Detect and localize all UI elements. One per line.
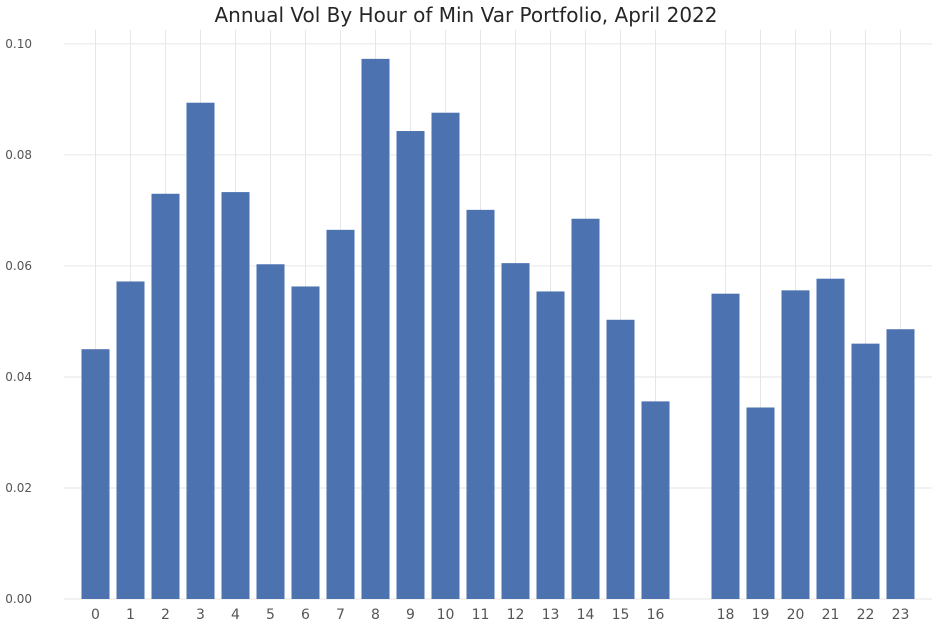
x-tick-label: 21: [822, 607, 840, 623]
y-tick-label: 0.06: [5, 259, 32, 273]
x-tick-label: 20: [787, 607, 805, 623]
bar-hour-20: [781, 290, 810, 599]
bar-hour-0: [81, 349, 110, 599]
x-tick-label: 0: [91, 607, 100, 623]
bar-hour-7: [326, 229, 355, 599]
x-tick-label: 1: [126, 607, 135, 623]
y-tick-label: 0.10: [5, 37, 32, 51]
bar-hour-12: [501, 263, 530, 599]
bar-hour-2: [151, 193, 180, 599]
bar-hour-8: [361, 58, 390, 600]
x-tick-label: 8: [371, 607, 380, 623]
x-tick-label: 22: [857, 607, 875, 623]
x-tick-label: 3: [196, 607, 205, 623]
x-tick-label: 5: [266, 607, 275, 623]
x-tick-label: 16: [647, 607, 665, 623]
bar-hour-11: [466, 209, 495, 600]
x-tick-label: 13: [542, 607, 560, 623]
x-tick-label: 11: [472, 607, 490, 623]
bar-hour-18: [711, 293, 740, 599]
bar-hour-23: [886, 329, 915, 599]
chart-title: Annual Vol By Hour of Min Var Portfolio,…: [214, 3, 717, 27]
bar-hour-5: [256, 264, 285, 599]
x-tick-label: 15: [612, 607, 630, 623]
bar-hour-21: [816, 278, 845, 599]
x-tick-label: 18: [717, 607, 735, 623]
y-tick-label: 0.00: [5, 592, 32, 606]
x-tick-label: 7: [336, 607, 345, 623]
bar-hour-9: [396, 131, 425, 599]
y-tick-label: 0.02: [5, 481, 32, 495]
x-tick-label: 10: [437, 607, 455, 623]
bars-layer: [81, 58, 915, 600]
bar-hour-1: [116, 281, 145, 599]
bar-hour-19: [746, 407, 775, 599]
bar-hour-16: [641, 401, 670, 599]
bar-hour-22: [851, 343, 880, 599]
bar-hour-13: [536, 291, 565, 599]
y-axis: 0.00 0.02 0.04 0.06 0.08 0.10: [5, 37, 32, 606]
bar-hour-15: [606, 319, 635, 599]
y-tick-label: 0.04: [5, 370, 32, 384]
y-tick-label: 0.08: [5, 148, 32, 162]
x-tick-label: 2: [161, 607, 170, 623]
bar-hour-10: [431, 112, 460, 600]
bar-hour-6: [291, 286, 320, 599]
x-tick-label: 19: [752, 607, 770, 623]
bar-hour-4: [221, 192, 250, 599]
x-tick-label: 9: [406, 607, 415, 623]
x-tick-label: 14: [577, 607, 595, 623]
bar-hour-14: [571, 218, 600, 600]
x-tick-label: 6: [301, 607, 310, 623]
x-tick-label: 23: [892, 607, 910, 623]
x-axis: 0 1 2 3 4 5 6 7 8 9 10 11 12 13 14 15 16 18 19 20 21 22 23: [91, 607, 909, 623]
bar-hour-3: [186, 102, 215, 599]
x-tick-label: 4: [231, 607, 240, 623]
x-tick-label: 12: [507, 607, 525, 623]
